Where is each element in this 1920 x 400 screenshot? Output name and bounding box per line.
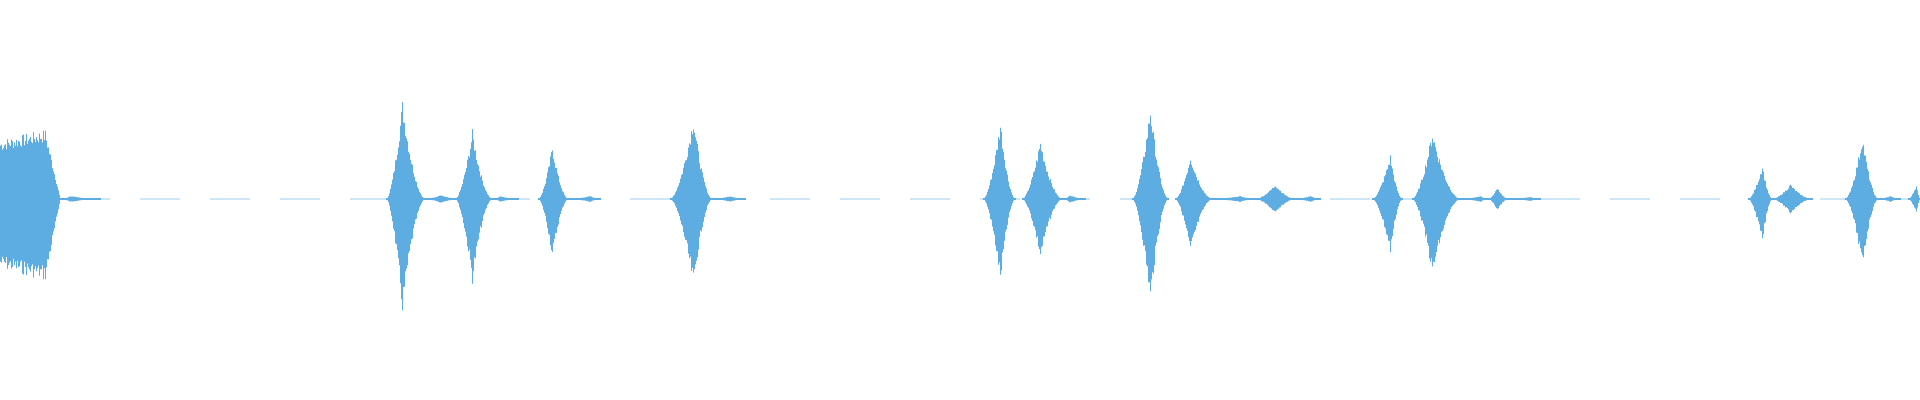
waveform-envelope (0, 102, 1920, 311)
